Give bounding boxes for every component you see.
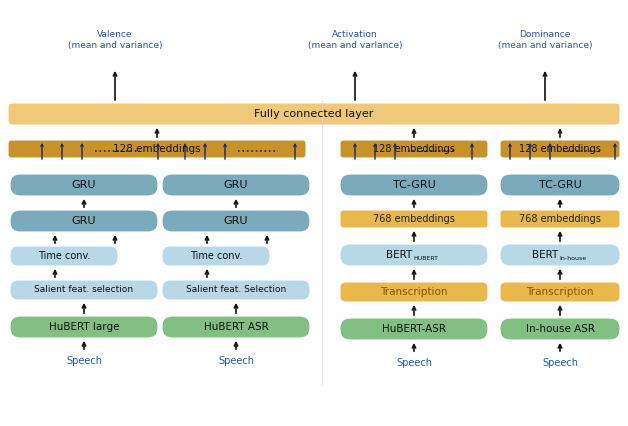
Text: Activation
(mean and varlance): Activation (mean and varlance) (308, 30, 403, 50)
FancyBboxPatch shape (500, 140, 620, 158)
FancyBboxPatch shape (8, 140, 306, 158)
FancyBboxPatch shape (10, 210, 158, 232)
Text: 128 embeddings: 128 embeddings (519, 144, 601, 154)
Text: TC-GRU: TC-GRU (392, 180, 435, 190)
Text: In-house: In-house (559, 256, 586, 261)
Text: Speech: Speech (396, 358, 432, 368)
FancyBboxPatch shape (500, 244, 620, 266)
Text: Fully connected layer: Fully connected layer (254, 109, 374, 119)
Text: HuBERT ASR: HuBERT ASR (203, 322, 268, 332)
FancyBboxPatch shape (500, 210, 620, 228)
FancyBboxPatch shape (10, 246, 118, 266)
Text: Valence
(mean and variance): Valence (mean and variance) (68, 30, 162, 50)
Text: HuBERT large: HuBERT large (49, 322, 119, 332)
Text: 128 embeddings: 128 embeddings (113, 144, 201, 154)
FancyBboxPatch shape (10, 316, 158, 338)
Text: HuBERT-ASR: HuBERT-ASR (382, 324, 446, 334)
FancyBboxPatch shape (500, 282, 620, 302)
Text: Time conv.: Time conv. (38, 251, 90, 261)
FancyBboxPatch shape (340, 282, 488, 302)
Text: Speech: Speech (218, 356, 254, 366)
Text: GRU: GRU (72, 216, 96, 226)
FancyBboxPatch shape (500, 174, 620, 196)
Text: Time conv.: Time conv. (190, 251, 242, 261)
Text: Salient feat. selection: Salient feat. selection (35, 285, 134, 294)
Text: Transcription: Transcription (380, 287, 448, 297)
Text: Speech: Speech (66, 356, 102, 366)
FancyBboxPatch shape (500, 318, 620, 340)
FancyBboxPatch shape (162, 280, 310, 300)
Text: GRU: GRU (72, 180, 96, 190)
FancyBboxPatch shape (162, 246, 270, 266)
FancyBboxPatch shape (10, 174, 158, 196)
Text: Transcription: Transcription (526, 287, 593, 297)
Text: 768 embeddings: 768 embeddings (519, 214, 601, 224)
Text: Salient feat. Selection: Salient feat. Selection (186, 285, 286, 294)
FancyBboxPatch shape (162, 210, 310, 232)
FancyBboxPatch shape (340, 140, 488, 158)
FancyBboxPatch shape (162, 174, 310, 196)
Text: 768 embeddings: 768 embeddings (373, 214, 455, 224)
Text: GRU: GRU (224, 216, 248, 226)
Text: BERT: BERT (386, 250, 412, 260)
FancyBboxPatch shape (162, 316, 310, 338)
FancyBboxPatch shape (340, 210, 488, 228)
Text: 128 embeddings: 128 embeddings (373, 144, 455, 154)
Text: HUBERT: HUBERT (413, 256, 438, 261)
Text: BERT: BERT (532, 250, 558, 260)
FancyBboxPatch shape (340, 318, 488, 340)
Text: GRU: GRU (224, 180, 248, 190)
Text: Dominance
(mean and variance): Dominance (mean and variance) (498, 30, 592, 50)
Text: In-house ASR: In-house ASR (526, 324, 595, 334)
FancyBboxPatch shape (340, 244, 488, 266)
FancyBboxPatch shape (8, 103, 620, 125)
FancyBboxPatch shape (10, 280, 158, 300)
FancyBboxPatch shape (340, 174, 488, 196)
Text: Speech: Speech (542, 358, 578, 368)
Text: TC-GRU: TC-GRU (539, 180, 582, 190)
